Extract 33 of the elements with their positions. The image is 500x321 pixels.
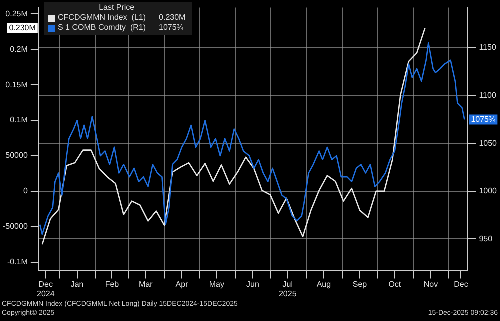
x-tick-label: Jun [246, 280, 260, 289]
x-tick-label: Jul 2025 [278, 280, 298, 298]
y2-tick-label: 1150 [479, 43, 497, 52]
y-tick-label: 0.1M [10, 116, 28, 125]
y-tick-label: -50000 [2, 222, 28, 232]
x-tick-label: Jan [70, 280, 84, 289]
x-tick-label: Sep [352, 280, 368, 289]
annotation: 0.230M [159, 13, 186, 23]
y2-tick-label: 1100 [479, 90, 497, 100]
y-tick-label: 50000 [6, 151, 28, 160]
y-tick-label: 0.15M [6, 80, 28, 90]
legend-title: Last Price [98, 3, 136, 13]
x-tick-label: Feb [105, 280, 120, 289]
x-tick-label: Dec 2024 [36, 280, 56, 298]
annotation: 1075¾ [159, 23, 184, 33]
y-tick-label: 0.2M [10, 44, 28, 54]
x-tick-label: Mar [139, 280, 154, 289]
y2-tick-label: 950 [479, 234, 494, 244]
y2-tick-label: 1050 [479, 138, 498, 148]
text: 0.230M [9, 24, 36, 33]
y-tick-label: 0.25M [6, 9, 28, 18]
x-tick-label: May [209, 280, 224, 289]
text: 1075¾ [471, 114, 496, 124]
y2-tick-label: 1000 [479, 186, 498, 196]
x-tick-label: Aug [316, 280, 332, 289]
y-tick-label: -0.1M [7, 257, 28, 266]
y-tick-label: 0 [23, 186, 28, 196]
x-tick-label: Dec [454, 280, 468, 289]
x-tick-label: Apr [176, 280, 189, 289]
x-tick-label: Nov [424, 280, 438, 289]
x-tick-label: Oct [388, 280, 402, 289]
legend-label: S 1 COMB Comdty (R1) [58, 23, 146, 33]
legend-label: CFCDGMMN Index (L1) [58, 13, 146, 23]
